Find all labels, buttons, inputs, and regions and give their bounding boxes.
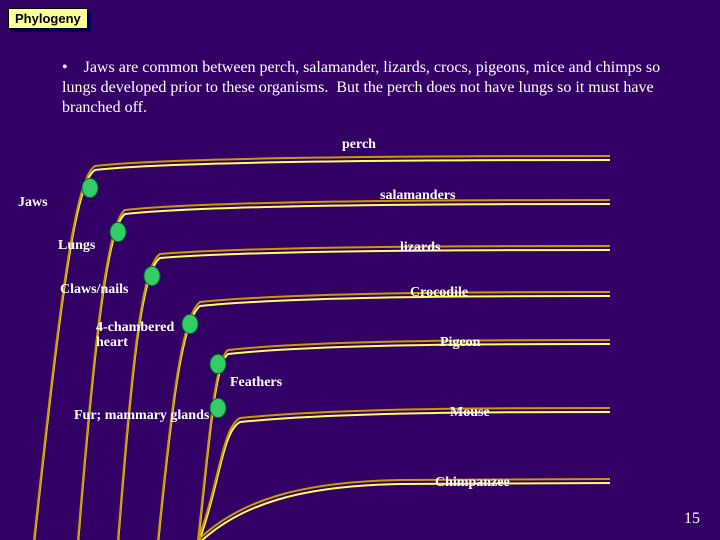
phylogeny-tree	[0, 0, 720, 540]
trait-jaws: Jaws	[18, 195, 48, 211]
trait-claws: Claws/nails	[60, 282, 128, 298]
taxon-pigeon: Pigeon	[440, 335, 480, 351]
taxon-chimpanzee: Chimpanzee	[435, 475, 510, 491]
taxon-crocodile: Crocodile	[410, 285, 468, 301]
trait-heart-line1: 4-chambered	[96, 320, 174, 335]
trait-fur: Fur; mammary glands	[74, 408, 209, 424]
taxon-perch: perch	[342, 137, 376, 153]
trait-lungs: Lungs	[58, 238, 95, 254]
taxon-lizards: lizards	[400, 240, 440, 256]
page-number: 15	[684, 510, 700, 528]
trait-heart: 4-chambered heart	[96, 320, 174, 351]
trait-heart-line2: heart	[96, 335, 128, 350]
trait-feathers: Feathers	[230, 375, 282, 391]
taxon-mouse: Mouse	[450, 405, 490, 421]
taxon-salamanders: salamanders	[380, 188, 455, 204]
